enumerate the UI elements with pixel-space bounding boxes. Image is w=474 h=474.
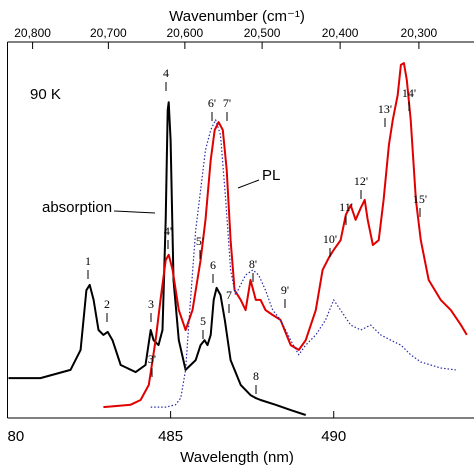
peak-label: 2: [104, 297, 110, 311]
peak-label: 8': [249, 257, 257, 271]
peak-label: 4': [164, 224, 172, 238]
top-x-tick-label: 20,700: [90, 26, 127, 40]
x-tick-label: 485: [158, 428, 183, 445]
top-x-tick-label: 20,800: [14, 26, 51, 40]
x-axis-title: Wavelength (nm): [180, 449, 294, 466]
peak-label: 6': [208, 96, 216, 110]
peak-label: 14': [402, 86, 416, 100]
series-label: absorption: [42, 199, 112, 216]
x-tick-label: 80: [8, 428, 25, 445]
peak-label: 7': [223, 96, 231, 110]
top-axis-title: Wavenumber (cm⁻¹): [169, 8, 305, 25]
top-x-tick-label: 20,300: [401, 26, 438, 40]
peak-label: 7: [226, 288, 232, 302]
peak-label: 1: [85, 254, 91, 268]
peak-label: 10': [323, 232, 337, 246]
series-line: [150, 119, 456, 408]
series-line: [103, 62, 468, 409]
peak-label: 3': [148, 352, 156, 366]
x-tick-label: 490: [321, 428, 346, 445]
peak-label: 6: [210, 258, 216, 272]
peak-label: 13': [378, 102, 392, 116]
series-line: [8, 101, 307, 416]
peak-label: 4: [163, 66, 169, 80]
peak-label: 5': [196, 234, 204, 248]
top-x-tick-label: 20,500: [244, 26, 281, 40]
top-x-tick-label: 20,600: [167, 26, 204, 40]
peak-label: 3: [148, 297, 154, 311]
peak-label: 5: [200, 314, 206, 328]
temperature-label: 90 K: [30, 86, 61, 103]
top-x-tick-label: 20,400: [322, 26, 359, 40]
peak-label: 8: [253, 369, 259, 383]
peak-label: 9': [281, 283, 289, 297]
peak-label: 12': [354, 174, 368, 188]
peak-label: 11': [339, 200, 353, 214]
series-label: PL: [262, 167, 280, 184]
peak-label: 15': [413, 192, 427, 206]
pointer-line: [237, 179, 260, 189]
pointer-line: [114, 210, 156, 214]
